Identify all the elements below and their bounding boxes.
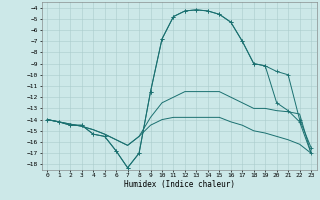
X-axis label: Humidex (Indice chaleur): Humidex (Indice chaleur) [124, 180, 235, 189]
